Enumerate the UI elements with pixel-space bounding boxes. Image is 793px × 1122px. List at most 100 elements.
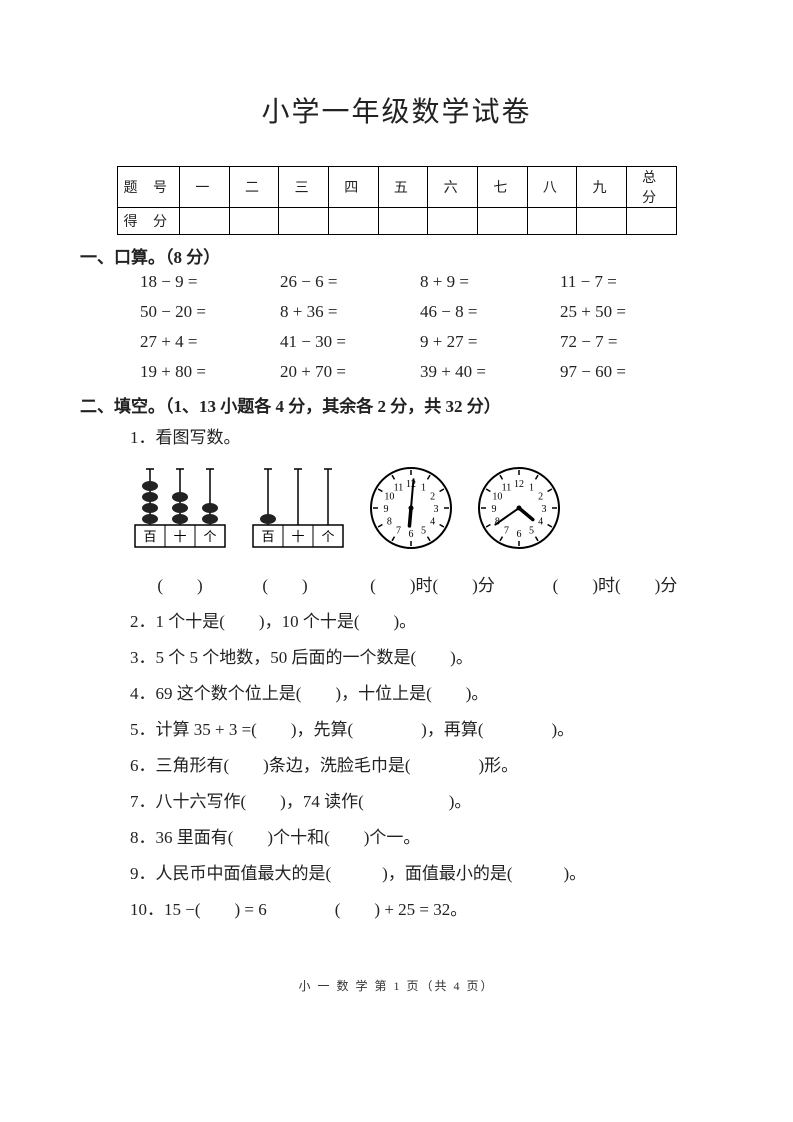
calc-grid: 18 − 9 = 26 − 6 = 8 + 9 = 11 − 7 = 50 − …: [140, 272, 713, 382]
score-cell: [477, 208, 527, 235]
score-row2-label: 得 分: [117, 208, 180, 235]
calc-cell: 19 + 80 =: [140, 362, 280, 382]
svg-text:7: 7: [504, 526, 509, 537]
svg-text:十: 十: [173, 529, 186, 544]
score-col: 一: [180, 167, 230, 208]
score-col: 六: [428, 167, 478, 208]
svg-text:百: 百: [143, 529, 156, 544]
answer-blank: ( )时( )分: [340, 569, 525, 603]
calc-cell: 50 − 20 =: [140, 302, 280, 322]
score-cell: [378, 208, 428, 235]
score-col: 七: [477, 167, 527, 208]
section1-heading: 一、口算。（8 分）: [80, 243, 713, 268]
clock-1: 121234567891011: [366, 463, 456, 565]
svg-text:11: 11: [502, 482, 512, 493]
q-item: 6．三角形有( )条边，洗脸毛巾是( )形。: [130, 749, 713, 783]
score-col: 总 分: [626, 167, 676, 208]
q1-label: 1．看图写数。: [130, 421, 713, 455]
score-col: 九: [577, 167, 627, 208]
answer-blank: ( ): [230, 569, 340, 603]
section2-heading: 二、填空。（1、13 小题各 4 分，其余各 2 分，共 32 分）: [80, 392, 713, 417]
question-list: 1．看图写数。 百十个 百十个 121234567891011 12123456…: [130, 421, 713, 927]
calc-cell: 39 + 40 =: [420, 362, 560, 382]
q-item: 4．69 这个数个位上是( )，十位上是( )。: [130, 677, 713, 711]
q-item: 8．36 里面有( )个十和( )个一。: [130, 821, 713, 855]
calc-cell: 18 − 9 =: [140, 272, 280, 292]
svg-text:个: 个: [203, 529, 216, 544]
score-table: 题 号 一 二 三 四 五 六 七 八 九 总 分 得 分: [117, 166, 677, 235]
score-cell: [527, 208, 577, 235]
svg-text:3: 3: [434, 504, 439, 515]
svg-text:6: 6: [409, 529, 414, 540]
clock-2: 121234567891011: [474, 463, 564, 565]
score-row1-label: 题 号: [117, 167, 180, 208]
calc-cell: 20 + 70 =: [280, 362, 420, 382]
svg-text:6: 6: [517, 529, 522, 540]
score-col: 三: [279, 167, 329, 208]
calc-row: 27 + 4 = 41 − 30 = 9 + 27 = 72 − 7 =: [140, 332, 713, 352]
score-col: 四: [328, 167, 378, 208]
svg-text:1: 1: [529, 482, 534, 493]
q-item: 5．计算 35 + 3 =( )，先算( )，再算( )。: [130, 713, 713, 747]
clock-icon: 121234567891011: [366, 463, 456, 553]
answer-row: ( ) ( ) ( )时( )分 ( )时( )分: [130, 569, 713, 603]
svg-text:4: 4: [430, 517, 435, 528]
page-footer: 小 一 数 学 第 1 页（共 4 页）: [80, 977, 713, 994]
q-item: 3．5 个 5 个地数，50 后面的一个数是( )。: [130, 641, 713, 675]
abacus-icon: 百十个: [130, 463, 230, 553]
svg-text:1: 1: [421, 482, 426, 493]
calc-cell: 27 + 4 =: [140, 332, 280, 352]
abacus-1: 百十个: [130, 463, 230, 565]
calc-cell: 46 − 8 =: [420, 302, 560, 322]
calc-cell: 8 + 9 =: [420, 272, 560, 292]
calc-row: 19 + 80 = 20 + 70 = 39 + 40 = 97 − 60 =: [140, 362, 713, 382]
calc-cell: 41 − 30 =: [280, 332, 420, 352]
score-cell: [626, 208, 676, 235]
page-title: 小学一年级数学试卷: [80, 90, 713, 130]
clock-icon: 121234567891011: [474, 463, 564, 553]
svg-text:3: 3: [542, 504, 547, 515]
score-cell: [279, 208, 329, 235]
svg-text:2: 2: [430, 492, 435, 503]
q-item: 9．人民币中面值最大的是( )，面值最小的是( )。: [130, 857, 713, 891]
svg-text:12: 12: [514, 479, 524, 490]
score-cell: [229, 208, 279, 235]
score-header-row: 题 号 一 二 三 四 五 六 七 八 九 总 分: [117, 167, 676, 208]
svg-text:11: 11: [394, 482, 404, 493]
svg-text:个: 个: [321, 529, 334, 544]
svg-text:12: 12: [406, 479, 416, 490]
calc-cell: 9 + 27 =: [420, 332, 560, 352]
score-cell: [180, 208, 230, 235]
q-item: 2．1 个十是( )，10 个十是( )。: [130, 605, 713, 639]
score-value-row: 得 分: [117, 208, 676, 235]
svg-text:9: 9: [492, 504, 497, 515]
q-item: 7．八十六写作( )，74 读作( )。: [130, 785, 713, 819]
score-col: 五: [378, 167, 428, 208]
svg-text:5: 5: [529, 526, 534, 537]
svg-text:2: 2: [538, 492, 543, 503]
calc-cell: 11 − 7 =: [560, 272, 700, 292]
calc-cell: 25 + 50 =: [560, 302, 700, 322]
svg-text:4: 4: [538, 517, 543, 528]
calc-row: 18 − 9 = 26 − 6 = 8 + 9 = 11 − 7 =: [140, 272, 713, 292]
score-cell: [328, 208, 378, 235]
score-col: 二: [229, 167, 279, 208]
score-cell: [428, 208, 478, 235]
score-cell: [577, 208, 627, 235]
exam-page: 小学一年级数学试卷 题 号 一 二 三 四 五 六 七 八 九 总 分 得 分: [0, 0, 793, 1034]
svg-text:9: 9: [384, 504, 389, 515]
answer-blank: ( ): [130, 569, 230, 603]
abacus-2: 百十个: [248, 463, 348, 565]
answer-blank: ( )时( )分: [525, 569, 705, 603]
svg-text:8: 8: [387, 517, 392, 528]
calc-cell: 97 − 60 =: [560, 362, 700, 382]
score-col: 八: [527, 167, 577, 208]
svg-text:7: 7: [396, 526, 401, 537]
svg-text:十: 十: [291, 529, 304, 544]
calc-cell: 26 − 6 =: [280, 272, 420, 292]
figures-row: 百十个 百十个 121234567891011 121234567891011: [130, 463, 713, 565]
calc-cell: 8 + 36 =: [280, 302, 420, 322]
calc-cell: 72 − 7 =: [560, 332, 700, 352]
svg-text:5: 5: [421, 526, 426, 537]
calc-row: 50 − 20 = 8 + 36 = 46 − 8 = 25 + 50 =: [140, 302, 713, 322]
